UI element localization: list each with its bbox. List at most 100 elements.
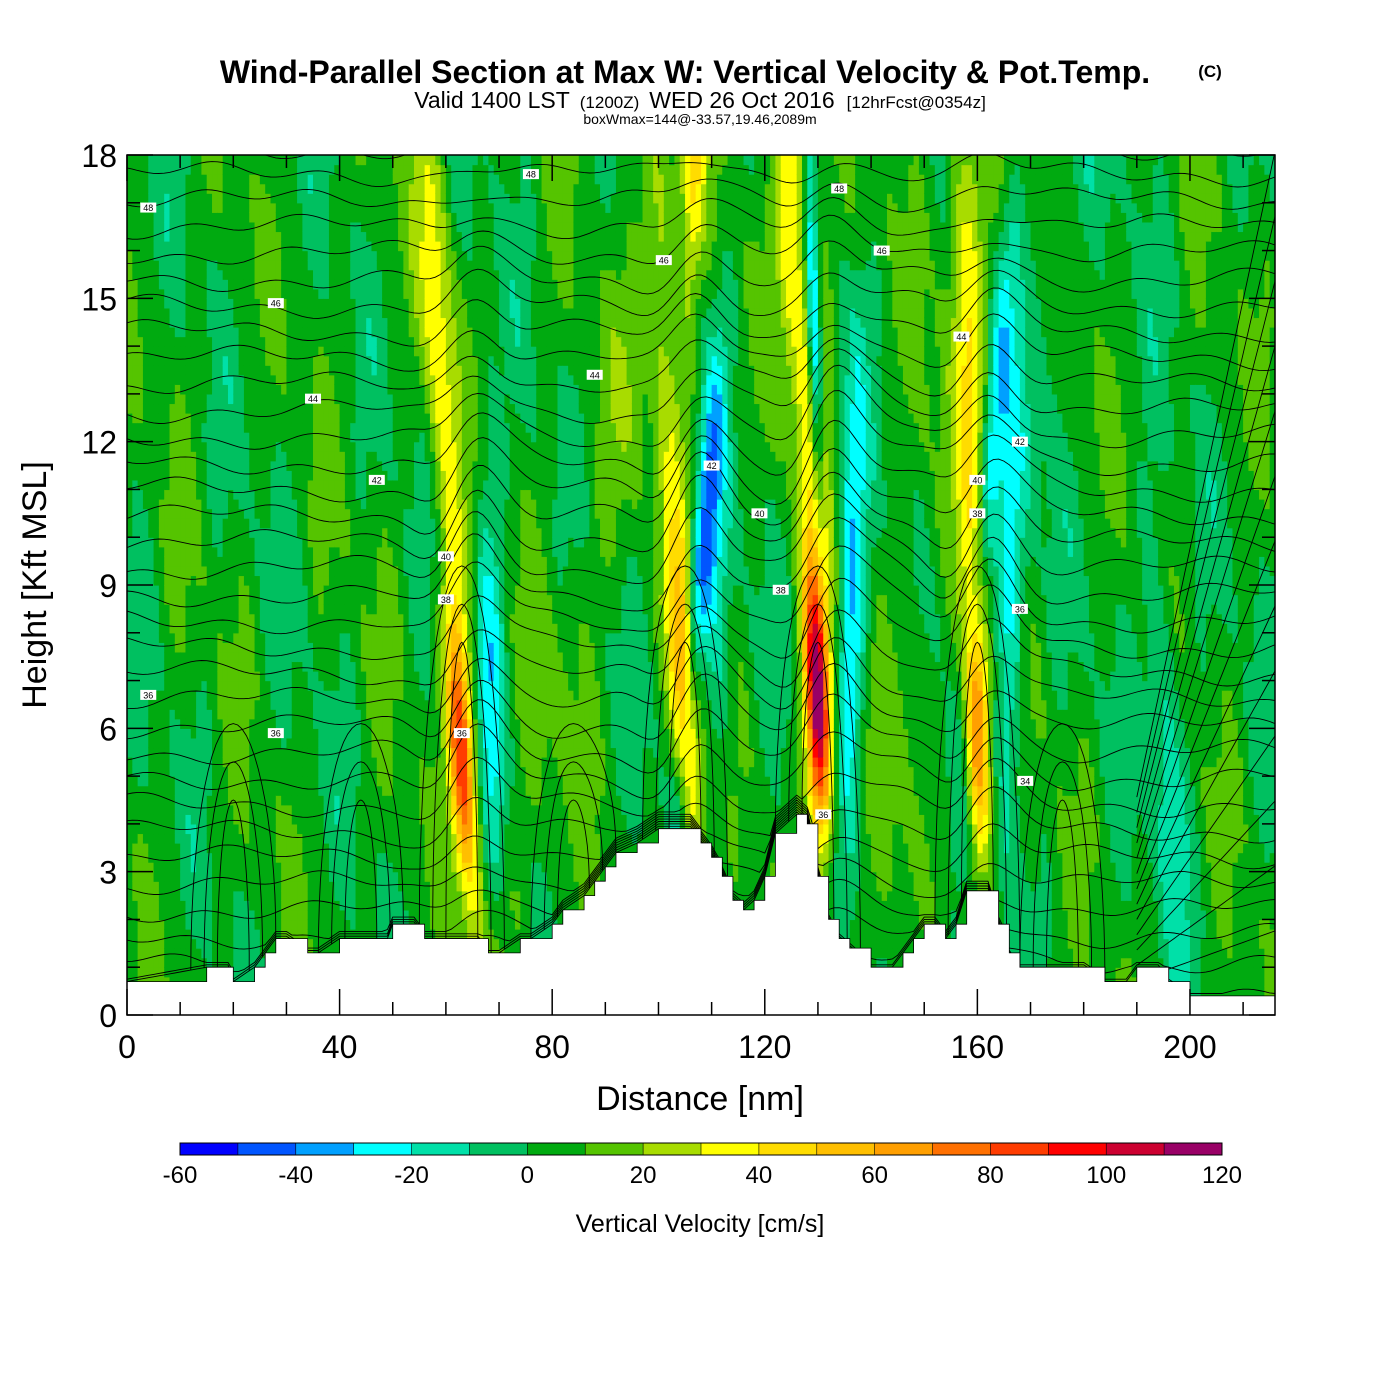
velocity-cell [158, 269, 165, 280]
velocity-cell [249, 231, 256, 242]
velocity-cell [313, 900, 319, 911]
velocity-cell [164, 202, 171, 213]
velocity-cell [339, 718, 346, 729]
velocity-cell [137, 241, 144, 252]
velocity-cell [127, 413, 133, 424]
velocity-cell [350, 900, 357, 911]
velocity-cell [265, 804, 272, 815]
velocity-cell [291, 623, 298, 634]
velocity-cell [169, 737, 176, 749]
velocity-cell [286, 441, 293, 452]
velocity-cell [127, 221, 133, 233]
velocity-cell [196, 279, 202, 290]
velocity-cell [376, 441, 383, 452]
velocity-cell [376, 747, 383, 758]
velocity-cell [158, 766, 165, 777]
velocity-cell [206, 489, 213, 500]
velocity-cell [201, 527, 208, 538]
velocity-cell [302, 776, 309, 787]
velocity-cell [158, 479, 165, 491]
velocity-cell [227, 929, 234, 940]
velocity-cell [137, 833, 144, 844]
velocity-cell [227, 393, 234, 405]
velocity-cell [398, 518, 404, 529]
velocity-cell [360, 632, 367, 643]
velocity-cell [137, 403, 144, 414]
velocity-cell [392, 441, 399, 452]
velocity-cell [291, 671, 298, 682]
velocity-cell [153, 699, 160, 710]
velocity-cell [169, 307, 176, 319]
velocity-cell [233, 862, 240, 873]
velocity-cell [132, 900, 139, 911]
velocity-cell [318, 155, 325, 156]
velocity-cell [212, 833, 218, 844]
velocity-cell [275, 881, 282, 892]
velocity-cell [328, 260, 335, 271]
velocity-cell [297, 422, 303, 433]
velocity-cell [366, 374, 373, 385]
velocity-cell [371, 766, 378, 777]
velocity-cell [148, 317, 155, 328]
velocity-cell [392, 728, 399, 739]
velocity-cell [196, 260, 202, 271]
velocity-cell [206, 241, 213, 252]
velocity-cell [313, 613, 319, 624]
velocity-cell [387, 355, 394, 366]
velocity-cell [313, 795, 319, 806]
velocity-cell [243, 747, 250, 758]
velocity-cell [158, 661, 165, 672]
velocity-cell [174, 680, 181, 691]
velocity-cell [127, 919, 133, 930]
velocity-cell [355, 671, 362, 682]
velocity-cell [408, 795, 415, 806]
velocity-cell [233, 155, 240, 156]
velocity-cell [137, 279, 144, 290]
velocity-cell [355, 862, 362, 873]
velocity-cell [137, 843, 144, 854]
velocity-cell [355, 288, 362, 299]
velocity-cell [270, 422, 277, 433]
velocity-cell [318, 843, 325, 854]
velocity-cell [206, 327, 213, 338]
velocity-cell [153, 613, 160, 624]
velocity-cell [334, 231, 341, 242]
velocity-cell [366, 307, 373, 319]
velocity-cell [318, 919, 325, 930]
velocity-cell [339, 403, 346, 414]
velocity-cell [127, 432, 133, 443]
velocity-cell [148, 833, 155, 844]
velocity-cell [233, 690, 240, 701]
velocity-cell [302, 174, 309, 185]
velocity-cell [127, 728, 133, 739]
velocity-cell [185, 680, 192, 691]
velocity-cell [238, 250, 245, 261]
velocity-cell [392, 862, 399, 873]
velocity-cell [270, 852, 277, 863]
velocity-cell [371, 642, 378, 653]
velocity-cell [196, 202, 202, 213]
velocity-cell [291, 651, 298, 663]
velocity-cell [366, 699, 373, 710]
velocity-cell [201, 374, 208, 385]
velocity-cell [371, 537, 378, 548]
velocity-cell [328, 346, 335, 357]
velocity-cell [137, 250, 144, 261]
velocity-cell [190, 174, 197, 185]
velocity-cell [174, 202, 181, 213]
velocity-cell [217, 852, 224, 863]
velocity-cell [318, 279, 325, 290]
velocity-cell [196, 757, 202, 768]
velocity-cell [180, 489, 187, 500]
velocity-cell [196, 374, 202, 385]
velocity-cell [180, 231, 187, 242]
velocity-cell [382, 212, 389, 223]
velocity-cell [137, 451, 144, 462]
velocity-cell [265, 785, 272, 796]
velocity-cell [281, 890, 288, 901]
velocity-cell [265, 766, 272, 777]
velocity-cell [174, 288, 181, 299]
velocity-cell [392, 260, 399, 271]
velocity-cell [323, 718, 330, 729]
velocity-cell [291, 489, 298, 500]
